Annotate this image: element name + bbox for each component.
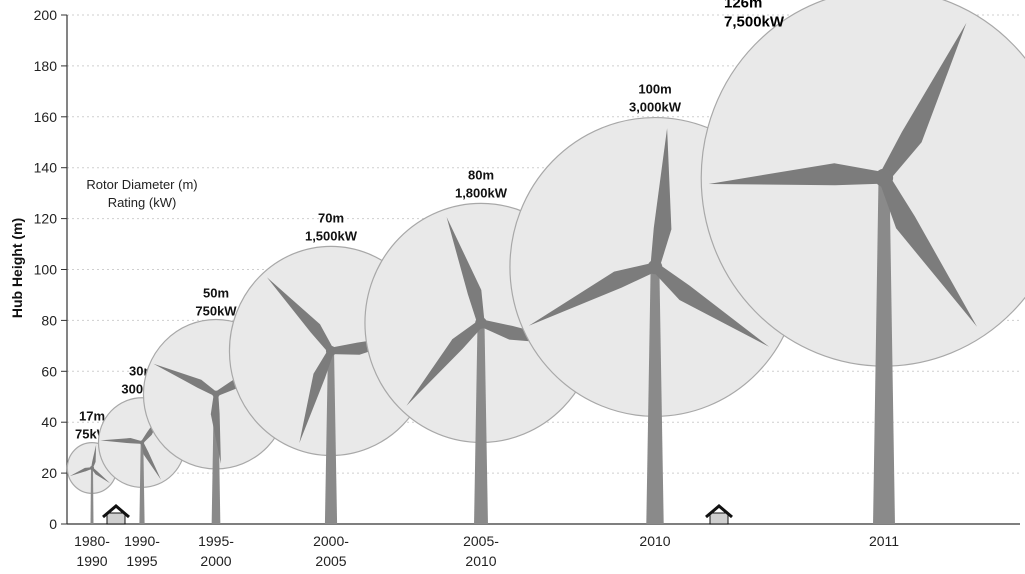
y-axis: 0 20 40 60 80 100 120 140 160 180 200 — [34, 7, 1020, 532]
period-label: 2010 — [639, 533, 670, 549]
y-tick-label: 40 — [41, 414, 57, 430]
period-label: 1995- — [198, 533, 234, 549]
legend-annotation: Rotor Diameter (m) Rating (kW) — [86, 177, 197, 210]
house-icon — [705, 504, 733, 525]
y-axis-label: Hub Height (m) — [9, 218, 25, 318]
house-body — [709, 512, 729, 525]
turbine-7: 126m 7,500kW 2011 — [700, 0, 1025, 549]
rating-label: 7,500kW — [724, 14, 785, 31]
blade — [140, 441, 161, 480]
hub — [325, 345, 337, 357]
period-label-line2: 1990 — [76, 553, 107, 569]
rotor-diameter-label: 17m — [79, 409, 105, 424]
period-label-line2: 2010 — [465, 553, 496, 569]
hub — [90, 466, 94, 471]
rotor-diameter-label: 100m — [638, 82, 671, 97]
y-tick-label: 200 — [34, 7, 58, 23]
house-markers — [102, 504, 733, 525]
blade — [91, 467, 111, 484]
blade — [708, 163, 885, 186]
blade — [299, 349, 334, 444]
tower — [474, 322, 488, 524]
tower — [324, 350, 338, 524]
blade — [91, 444, 97, 469]
house-icon — [102, 504, 130, 525]
y-tick-label: 80 — [41, 312, 57, 328]
blade — [652, 263, 770, 347]
period-label-line2: 2000 — [200, 553, 231, 569]
turbines: 17m75kW1980-199030m300kW1990-199550m750k… — [66, 0, 1025, 569]
period-label: 1990- — [124, 533, 160, 549]
blade — [878, 22, 967, 181]
hub — [212, 390, 220, 398]
period-label-line2: 2005 — [315, 553, 346, 569]
rotor-diameter-label: 50m — [203, 285, 229, 300]
tower — [646, 266, 664, 524]
blade — [879, 174, 977, 327]
period-label: 2005- — [463, 533, 499, 549]
rating-label: 3,000kW — [629, 100, 682, 115]
hub — [874, 168, 894, 188]
period-label: 2000- — [313, 533, 349, 549]
rotor-diameter-label: 70m — [318, 210, 344, 225]
blade — [69, 467, 93, 477]
y-tick-label: 100 — [34, 262, 58, 278]
y-tick-label: 120 — [34, 211, 58, 227]
rating-label: 750kW — [195, 303, 237, 318]
annotation-rating: Rating (kW) — [108, 195, 177, 210]
tower — [139, 442, 145, 524]
period-label-line2: 1995 — [126, 553, 157, 569]
house-roof — [102, 504, 130, 519]
blade — [406, 320, 484, 406]
blade — [650, 128, 672, 268]
y-tick-label: 20 — [41, 465, 57, 481]
hub — [475, 317, 487, 329]
rotor-diameter-label: 80m — [468, 167, 494, 182]
rotor-diameter-label: 126m — [724, 0, 762, 12]
blade — [446, 217, 485, 325]
house-body — [106, 512, 126, 525]
rating-label: 1,800kW — [455, 185, 508, 200]
y-tick-label: 140 — [34, 160, 58, 176]
blade — [100, 438, 143, 444]
blade — [210, 394, 221, 464]
y-tick-label: 180 — [34, 58, 58, 74]
period-label: 2011 — [869, 533, 899, 549]
blade — [267, 277, 334, 353]
annotation-rotor-diameter: Rotor Diameter (m) — [86, 177, 197, 192]
blade — [153, 363, 217, 397]
y-tick-label: 160 — [34, 109, 58, 125]
hub — [139, 440, 145, 445]
house-roof — [705, 504, 733, 519]
rating-label: 1,500kW — [305, 228, 358, 243]
blade — [528, 262, 657, 326]
hub — [647, 259, 663, 275]
tower — [873, 177, 895, 524]
period-label: 1980- — [74, 533, 110, 549]
tower — [90, 468, 94, 524]
y-tick-label: 0 — [49, 516, 57, 532]
y-tick-label: 60 — [41, 363, 57, 379]
